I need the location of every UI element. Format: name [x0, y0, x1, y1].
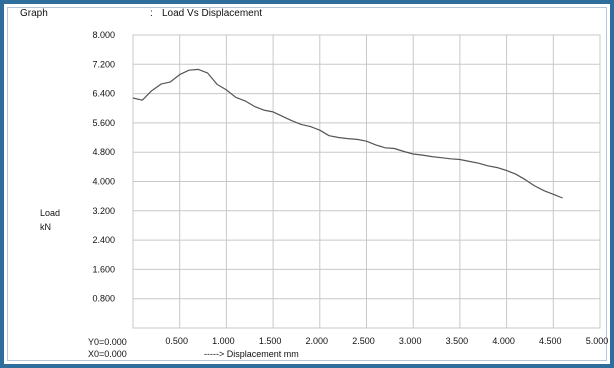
chart-title: Load Vs Displacement	[162, 8, 263, 19]
y-tick-label: 4.800	[92, 147, 115, 157]
y-origin-readout: Y0=0.000	[88, 337, 127, 347]
y-tick-label: 6.400	[92, 89, 115, 99]
y-tick-label: 5.600	[92, 118, 115, 128]
y-axis-label-quantity: Load	[40, 208, 61, 218]
x-tick-label: 3.000	[399, 336, 422, 346]
x-tick-label: 2.000	[306, 336, 329, 346]
x-tick-label: 1.500	[259, 336, 282, 346]
x-tick-label: 1.000	[212, 336, 235, 346]
y-tick-label: 1.600	[92, 264, 115, 274]
series-line-load	[132, 68, 563, 199]
x-tick-label: 4.500	[539, 336, 562, 346]
x-tick-label: 5.000	[586, 336, 609, 346]
y-tick-label: 7.200	[92, 59, 115, 69]
y-tick-label: 8.000	[92, 30, 115, 40]
graph-label: Graph	[20, 8, 48, 19]
x-tick-label: 3.500	[446, 336, 469, 346]
x-tick-label: 2.500	[352, 336, 375, 346]
x-origin-readout: X0=0.000	[88, 349, 127, 359]
chart-panel	[7, 7, 607, 361]
title-separator: :	[150, 8, 153, 19]
y-tick-label: 3.200	[92, 206, 115, 216]
x-axis-label: -----> Displacement mm	[204, 349, 299, 359]
y-tick-label: 2.400	[92, 235, 115, 245]
y-axis-label-unit: kN	[40, 222, 51, 232]
y-tick-label: 0.800	[92, 294, 115, 304]
x-tick-label: 4.000	[492, 336, 515, 346]
x-tick-label: 0.500	[165, 336, 188, 346]
y-tick-label: 4.000	[92, 177, 115, 187]
